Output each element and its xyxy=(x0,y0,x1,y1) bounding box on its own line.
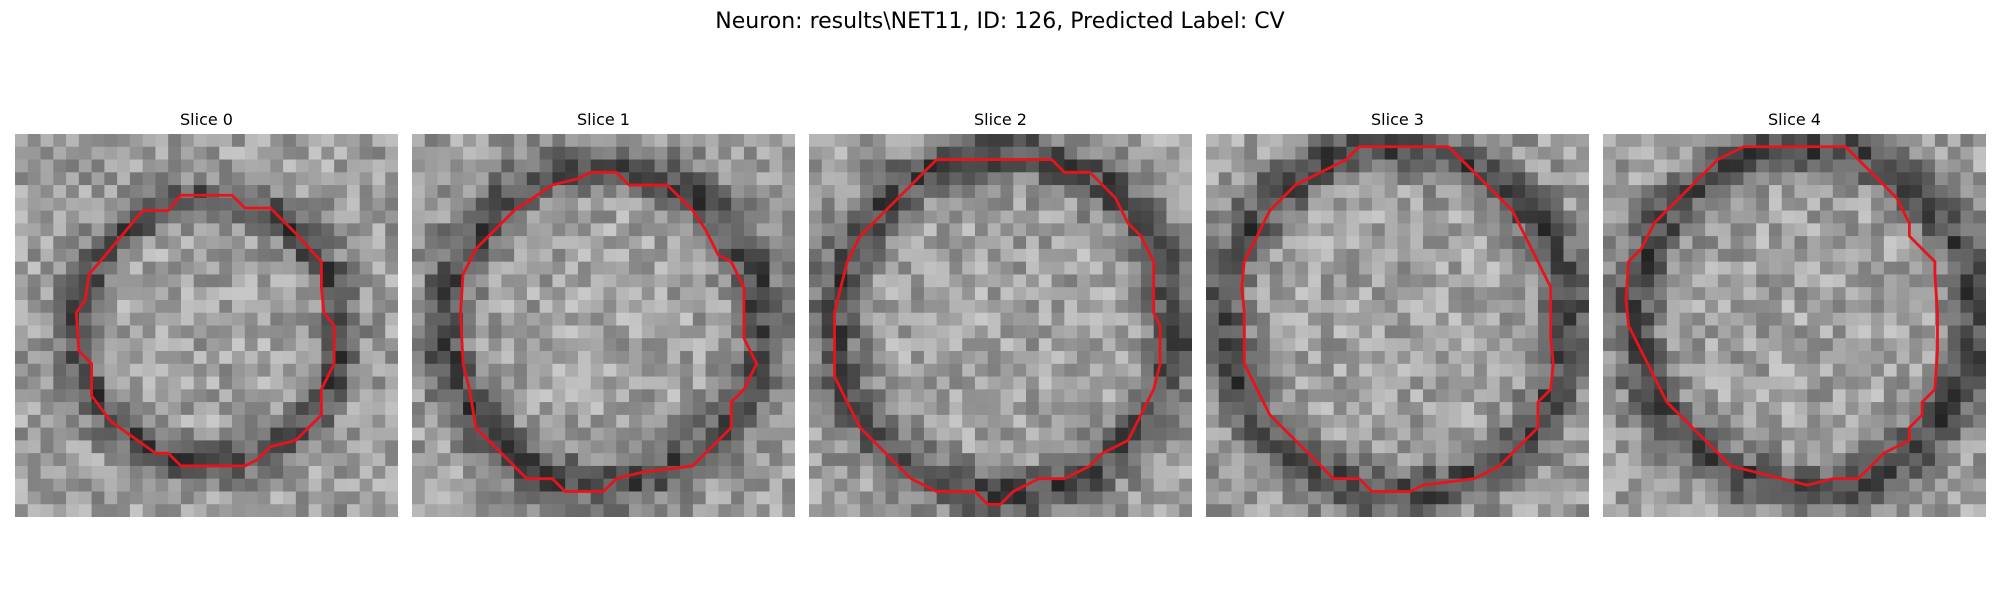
pixel-grid-1 xyxy=(412,134,795,517)
pixel-grid-2 xyxy=(809,134,1192,517)
contour-outline-2 xyxy=(833,158,1162,506)
slice-title-4: Slice 4 xyxy=(1768,110,1821,129)
slice-panel-1: Slice 1 xyxy=(412,110,795,517)
slice-image-4 xyxy=(1603,134,1986,517)
pixel-grid-0 xyxy=(15,134,398,517)
slice-panel-3: Slice 3 xyxy=(1206,110,1589,517)
slice-image-0 xyxy=(15,134,398,517)
slice-title-1: Slice 1 xyxy=(577,110,630,129)
slice-panel-0: Slice 0 xyxy=(15,110,398,517)
contour-outline-1 xyxy=(459,170,759,493)
figure-title: Neuron: results\NET11, ID: 126, Predicte… xyxy=(715,9,1285,34)
contour-outline-3 xyxy=(1240,145,1555,493)
slice-title-0: Slice 0 xyxy=(180,110,233,129)
pixel-grid-4 xyxy=(1603,134,1986,517)
slice-image-3 xyxy=(1206,134,1589,517)
contour-outline-0 xyxy=(74,193,336,468)
slice-title-3: Slice 3 xyxy=(1371,110,1424,129)
slice-image-2 xyxy=(809,134,1192,517)
slice-title-2: Slice 2 xyxy=(974,110,1027,129)
slice-panel-4: Slice 4 xyxy=(1603,110,1986,517)
contour-outline-4 xyxy=(1624,145,1939,487)
slice-panel-2: Slice 2 xyxy=(809,110,1192,517)
pixel-grid-3 xyxy=(1206,134,1589,517)
slice-image-1 xyxy=(412,134,795,517)
